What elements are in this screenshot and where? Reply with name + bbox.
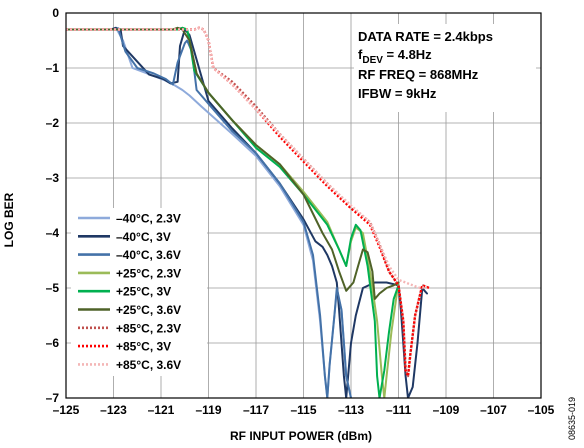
y-tick-label: –7: [46, 391, 60, 405]
series-layer: [66, 26, 430, 398]
x-tick-label: –121: [148, 403, 175, 417]
legend-label: –40°C, 3V: [116, 230, 171, 244]
annotation-fdev: fDEV = 4.8Hz: [358, 47, 432, 66]
x-tick-label: –125: [53, 403, 80, 417]
legend-label: –40°C, 3.6V: [116, 248, 181, 262]
y-tick-label: –5: [46, 281, 60, 295]
figure-id: 08635-019: [567, 397, 577, 440]
x-tick-labels: –125 –123 –121 –119 –117 –115 –113 –111 –109 –107…: [53, 403, 555, 417]
x-tick-label: –107: [480, 403, 507, 417]
x-tick-label: –119: [195, 403, 221, 417]
series-line-3: [66, 27, 352, 398]
y-tick-label: –2: [46, 116, 60, 130]
x-tick-label: –109: [433, 403, 460, 417]
y-tick-label: –3: [46, 171, 60, 185]
legend-label: +85°C, 3V: [116, 340, 171, 354]
legend-label: +85°C, 3.6V: [116, 358, 181, 372]
legend-label: +85°C, 2.3V: [116, 321, 181, 335]
x-tick-label: –105: [528, 403, 555, 417]
x-tick-label: –113: [338, 403, 364, 417]
legend-label: +25°C, 2.3V: [116, 266, 181, 280]
y-tick-label: –6: [46, 336, 60, 350]
legend: –40°C, 2.3V –40°C, 3V –40°C, 3.6V +25°C, 2.…: [71, 208, 207, 376]
x-tick-label: –111: [386, 403, 412, 417]
y-axis-title: LOG BER: [2, 192, 16, 247]
plot-frame: [65, 12, 542, 399]
x-tick-label: –123: [100, 403, 127, 417]
y-tick-label: –1: [46, 61, 60, 75]
x-tick-label: –117: [243, 403, 269, 417]
legend-label: +25°C, 3V: [116, 285, 171, 299]
annotation-ifbw: IFBW = 9kHz: [358, 86, 437, 101]
series-line-9: [66, 26, 428, 290]
y-tick-label: 0: [52, 6, 59, 20]
annotation-box: DATA RATE = 2.4kbps fDEV = 4.8Hz RF FREQ…: [354, 24, 536, 112]
x-axis-title: RF INPUT POWER (dBm): [230, 429, 372, 443]
annotation-data-rate: DATA RATE = 2.4kbps: [358, 29, 493, 44]
y-tick-labels: 0 –1 –2 –3 –4 –5 –6 –7: [46, 6, 60, 405]
x-tick-label: –115: [290, 403, 316, 417]
series-line-6: [66, 26, 400, 300]
y-tick-label: –4: [46, 226, 60, 240]
legend-label: +25°C, 3.6V: [116, 303, 181, 317]
annotation-rf-freq: RF FREQ = 868MHz: [358, 67, 479, 82]
legend-label: –40°C, 2.3V: [116, 212, 181, 226]
